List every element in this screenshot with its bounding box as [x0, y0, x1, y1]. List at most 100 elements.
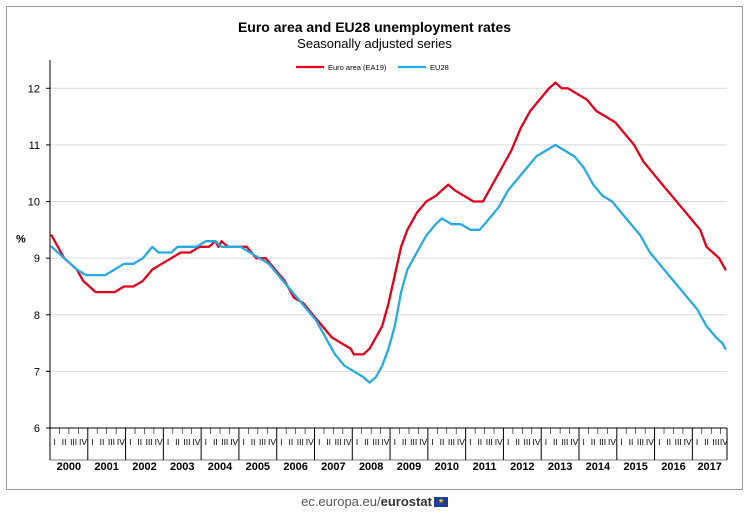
legend-label: Euro area (EA19) — [328, 63, 387, 72]
quarter-label: II — [402, 437, 407, 447]
year-label: 2013 — [548, 461, 572, 473]
quarter-label: III — [486, 437, 493, 447]
legend-label: EU28 — [430, 63, 449, 72]
quarter-label: III — [712, 437, 719, 447]
quarter-label: IV — [457, 437, 465, 447]
chart-title: Euro area and EU28 unemployment rates — [237, 19, 512, 35]
quarter-label: IV — [608, 437, 616, 447]
quarter-label: IV — [117, 437, 125, 447]
quarter-label: I — [507, 437, 509, 447]
series-line-eu28 — [50, 143, 727, 384]
quarter-label: III — [221, 437, 228, 447]
year-label: 2016 — [661, 461, 685, 473]
quarter-label: IV — [419, 437, 427, 447]
quarter-label: II — [591, 437, 596, 447]
quarter-label: III — [599, 437, 606, 447]
quarter-label: III — [637, 437, 644, 447]
quarter-label: I — [545, 437, 547, 447]
quarter-label: II — [704, 437, 709, 447]
year-label: 2003 — [170, 461, 194, 473]
y-tick-label: 9 — [34, 253, 40, 265]
quarter-label: III — [108, 437, 115, 447]
quarter-label: III — [410, 437, 417, 447]
quarter-label: II — [364, 437, 369, 447]
year-label: 2005 — [246, 461, 270, 473]
quarter-label: I — [318, 437, 320, 447]
y-tick-label: 8 — [34, 310, 40, 322]
quarter-label: II — [515, 437, 520, 447]
quarter-label: IV — [532, 437, 540, 447]
quarter-label: III — [372, 437, 379, 447]
quarter-label: I — [583, 437, 585, 447]
quarter-label: III — [297, 437, 304, 447]
quarter-label: IV — [230, 437, 238, 447]
chart-subtitle: Seasonally adjusted series — [297, 36, 452, 51]
quarter-label: IV — [381, 437, 389, 447]
year-label: 2011 — [473, 461, 497, 473]
y-tick-label: 12 — [28, 83, 40, 95]
quarter-label: III — [146, 437, 153, 447]
quarter-label: I — [431, 437, 433, 447]
quarter-label: II — [553, 437, 558, 447]
quarter-label: IV — [344, 437, 352, 447]
year-label: 2000 — [57, 461, 81, 473]
quarter-label: III — [675, 437, 682, 447]
quarter-label: II — [213, 437, 218, 447]
quarter-label: I — [205, 437, 207, 447]
quarter-label: IV — [155, 437, 163, 447]
quarter-label: IV — [495, 437, 503, 447]
quarter-label: II — [289, 437, 294, 447]
y-tick-label: 10 — [28, 197, 40, 209]
year-label: 2006 — [283, 461, 307, 473]
footer: ec.europa.eu/eurostat — [0, 494, 749, 509]
year-label: 2008 — [359, 461, 383, 473]
year-label: 2010 — [435, 461, 459, 473]
quarter-label: IV — [192, 437, 200, 447]
y-tick-label: 6 — [34, 423, 40, 435]
quarter-label: I — [620, 437, 622, 447]
quarter-label: IV — [720, 437, 728, 447]
year-label: 2012 — [510, 461, 534, 473]
quarter-label: III — [561, 437, 568, 447]
quarter-label: III — [259, 437, 266, 447]
quarter-label: I — [696, 437, 698, 447]
quarter-label: I — [394, 437, 396, 447]
quarter-label: I — [129, 437, 131, 447]
quarter-label: I — [54, 437, 56, 447]
eu-flag-icon — [433, 497, 448, 507]
quarter-label: IV — [306, 437, 314, 447]
quarter-label: II — [326, 437, 331, 447]
year-label: 2001 — [94, 461, 118, 473]
y-tick-label: 7 — [34, 366, 40, 378]
quarter-label: IV — [646, 437, 654, 447]
quarter-label: II — [629, 437, 634, 447]
quarter-label: III — [335, 437, 342, 447]
footer-site: ec.europa.eu/ — [301, 494, 381, 509]
year-label: 2004 — [208, 461, 233, 473]
quarter-label: IV — [79, 437, 87, 447]
footer-brand: eurostat — [380, 494, 432, 509]
quarter-label: I — [167, 437, 169, 447]
year-label: 2002 — [132, 461, 156, 473]
quarter-label: II — [251, 437, 256, 447]
quarter-label: II — [477, 437, 482, 447]
quarter-label: II — [62, 437, 67, 447]
quarter-label: III — [70, 437, 77, 447]
quarter-label: IV — [684, 437, 692, 447]
quarter-label: IV — [570, 437, 578, 447]
y-tick-label: 11 — [29, 140, 40, 152]
series-line-euro-area — [50, 81, 727, 356]
y-axis-label: % — [16, 233, 26, 245]
quarter-label: II — [440, 437, 445, 447]
quarter-label: I — [242, 437, 244, 447]
year-label: 2007 — [321, 461, 345, 473]
quarter-label: I — [658, 437, 660, 447]
quarter-label: IV — [268, 437, 276, 447]
quarter-label: III — [183, 437, 190, 447]
year-label: 2014 — [586, 461, 611, 473]
quarter-label: II — [137, 437, 142, 447]
quarter-label: III — [448, 437, 455, 447]
quarter-label: III — [524, 437, 531, 447]
quarter-label: II — [100, 437, 105, 447]
